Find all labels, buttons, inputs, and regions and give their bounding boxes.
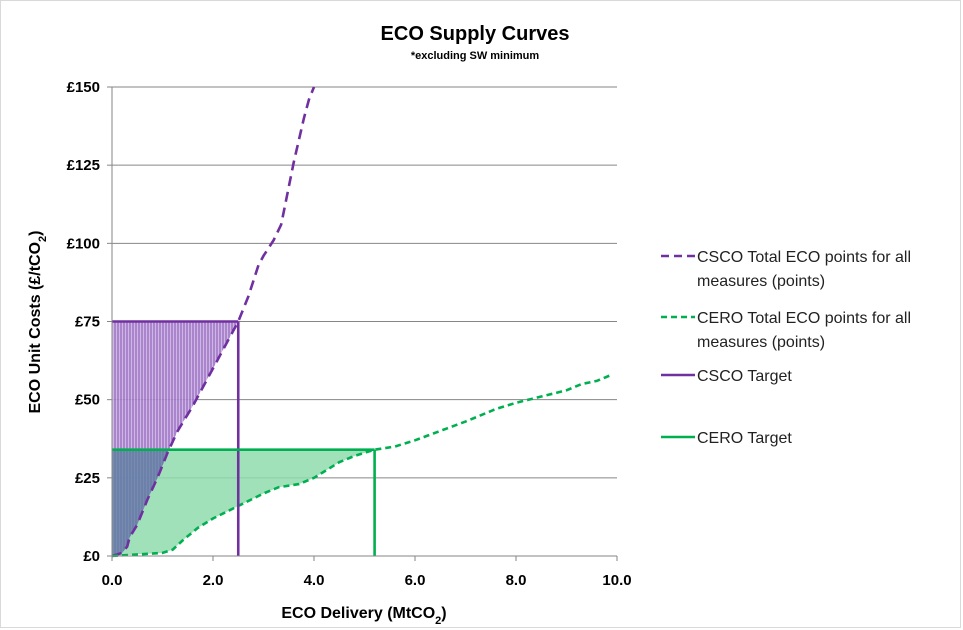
y-tick-label: £125 [67,157,100,174]
gridlines [112,86,617,479]
y-tick-label: £0 [83,548,100,565]
x-axis-title: ECO Delivery (MtCO2) [281,605,446,627]
x-tick-label: 0.0 [102,572,123,589]
legend-item-0: CSCO Total ECO points for all measures (p… [661,249,911,290]
y-axis-title: ECO Unit Costs (£/tCO2) [27,230,49,413]
chart-title: ECO Supply Curves [381,23,570,45]
x-tick-label: 4.0 [304,572,325,589]
x-tick-label: 6.0 [405,572,426,589]
y-tick-label: £75 [75,314,100,331]
legend-label: CERO Target [697,430,792,447]
legend-label: CERO Total ECO points for all measures (p… [697,310,911,351]
legend-label: CSCO Total ECO points for all measures (p… [697,249,911,290]
x-tick-label: 8.0 [506,572,527,589]
legend-item-1: CERO Total ECO points for all measures (p… [661,310,911,351]
series-lines [111,86,613,558]
target-areas [112,321,375,556]
y-tick-label: £50 [75,392,100,409]
csco-curve [111,86,316,558]
overlap-area [112,449,169,556]
chart-subtitle: *excluding SW minimum [411,50,540,62]
cero-curve [111,373,613,558]
y-tick-label: £25 [75,470,100,487]
axes [107,86,618,561]
x-tick-labels: 0.0 2.0 4.0 6.0 8.0 10.0 [102,572,632,589]
legend-label: CSCO Target [697,368,792,385]
legend-item-3: CERO Target [661,430,792,447]
legend: CSCO Total ECO points for all measures (p… [661,249,911,447]
target-lines [112,320,376,556]
y-tick-labels: £0 £25 £50 £75 £100 £125 £150 [67,79,100,565]
y-tick-label: £100 [67,235,100,252]
x-tick-label: 10.0 [602,572,631,589]
legend-item-2: CSCO Target [661,368,792,385]
y-tick-label: £150 [67,79,100,96]
x-tick-label: 2.0 [203,572,224,589]
cero-target-area [112,449,375,556]
